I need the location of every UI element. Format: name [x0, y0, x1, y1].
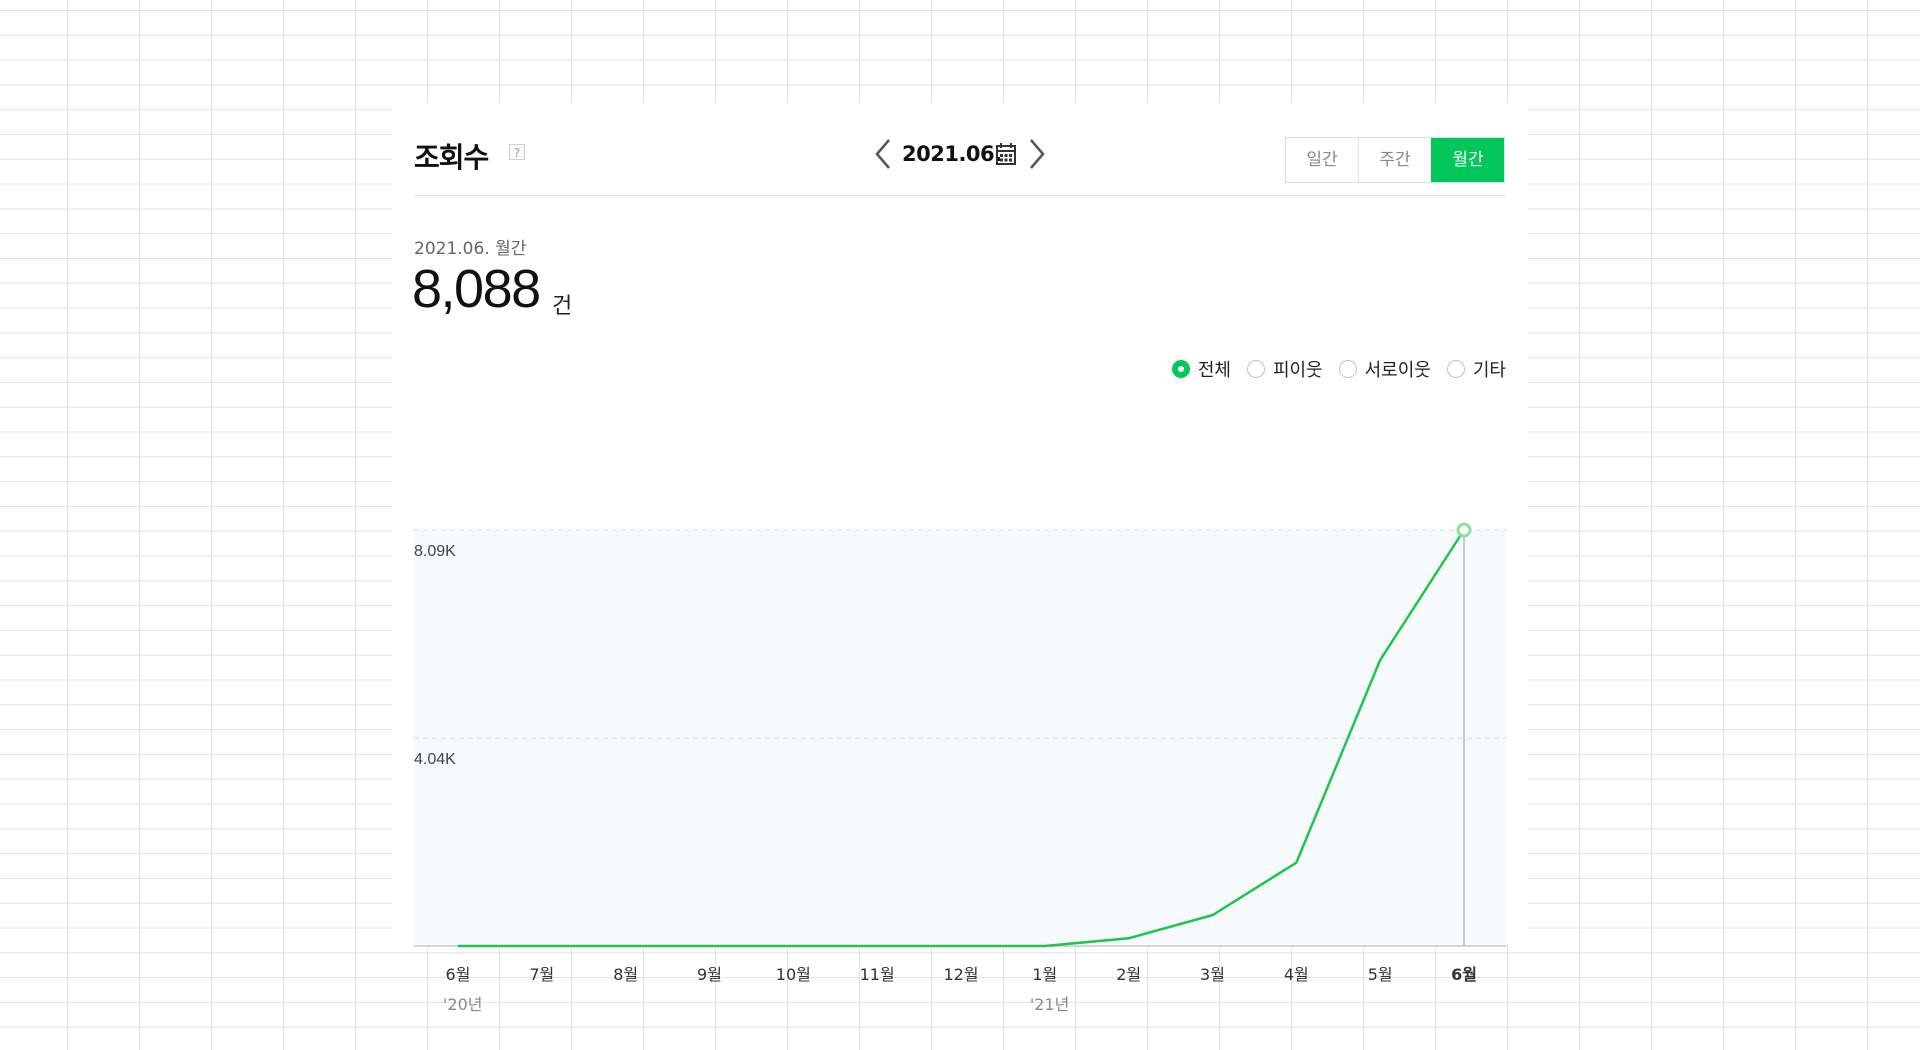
- tab-monthly[interactable]: 월간: [1431, 138, 1504, 182]
- year-label: '21년: [1030, 995, 1069, 1014]
- date-navigator: 2021.06.: [872, 132, 1072, 176]
- x-tick-label: 12월: [943, 965, 978, 984]
- views-panel: 조회수 ? 2021.06. 일간 주간 월간 2021.06. 월간 8,08…: [392, 102, 1528, 1014]
- highlight-point: [1456, 522, 1472, 538]
- year-label: '20년: [443, 995, 482, 1014]
- count-unit: 건: [552, 294, 573, 319]
- page-title: 조회수: [414, 141, 489, 174]
- filter-label: 기타: [1472, 360, 1506, 381]
- current-date-label: 2021.06.: [902, 142, 1002, 166]
- x-tick-label: 11월: [860, 965, 895, 984]
- x-tick-label: 3월: [1200, 965, 1225, 984]
- question-icon[interactable]: ?: [509, 144, 525, 160]
- chevron-left-icon[interactable]: [872, 136, 896, 172]
- filter-mutual-neighbor[interactable]: 서로이웃: [1338, 356, 1431, 382]
- summary-period-label: 2021.06. 월간: [414, 239, 527, 259]
- visitor-filter-group: 전체 피이웃 서로이웃 기타: [1171, 356, 1506, 382]
- radio-checked-icon[interactable]: [1171, 360, 1190, 378]
- total-view-count: 8,088: [412, 259, 541, 319]
- x-tick-label: 2월: [1116, 965, 1141, 984]
- filter-neighbor[interactable]: 피이웃: [1246, 356, 1323, 382]
- series-line: [458, 529, 1466, 948]
- x-tick-label: 7월: [529, 965, 554, 984]
- filter-other[interactable]: 기타: [1446, 356, 1506, 382]
- radio-unchecked-icon[interactable]: [1338, 360, 1357, 378]
- tab-weekly[interactable]: 주간: [1358, 138, 1431, 182]
- radio-unchecked-icon[interactable]: [1246, 360, 1265, 378]
- x-tick-label: 5월: [1368, 965, 1393, 984]
- filter-label: 피이웃: [1272, 360, 1323, 381]
- filter-all[interactable]: 전체: [1171, 356, 1231, 382]
- x-tick-label: 6월: [446, 965, 471, 984]
- y-tick-label: 4.04K: [414, 751, 456, 768]
- x-tick-label: 1월: [1032, 965, 1057, 984]
- views-line-chart: 4.04K 8.09K 6월 7월 8월 9월 10월 11월 12월 1월 2월 3월 4월 5월 6월 '…: [414, 522, 1506, 1014]
- x-tick-label: 6월: [1451, 965, 1477, 984]
- x-tick-label: 4월: [1284, 965, 1309, 984]
- filter-label: 서로이웃: [1364, 360, 1431, 381]
- calendar-icon[interactable]: [995, 142, 1017, 166]
- x-tick-label: 9월: [697, 965, 722, 984]
- chevron-right-icon[interactable]: [1024, 136, 1048, 172]
- x-tick-label: 8월: [613, 965, 638, 984]
- tab-daily[interactable]: 일간: [1286, 138, 1358, 182]
- x-tick-label: 10월: [776, 965, 811, 984]
- header-divider: [414, 195, 1506, 196]
- y-tick-label: 8.09K: [414, 543, 456, 560]
- period-tabs: 일간 주간 월간: [1285, 137, 1505, 183]
- radio-unchecked-icon[interactable]: [1446, 360, 1465, 378]
- filter-label: 전체: [1197, 360, 1231, 381]
